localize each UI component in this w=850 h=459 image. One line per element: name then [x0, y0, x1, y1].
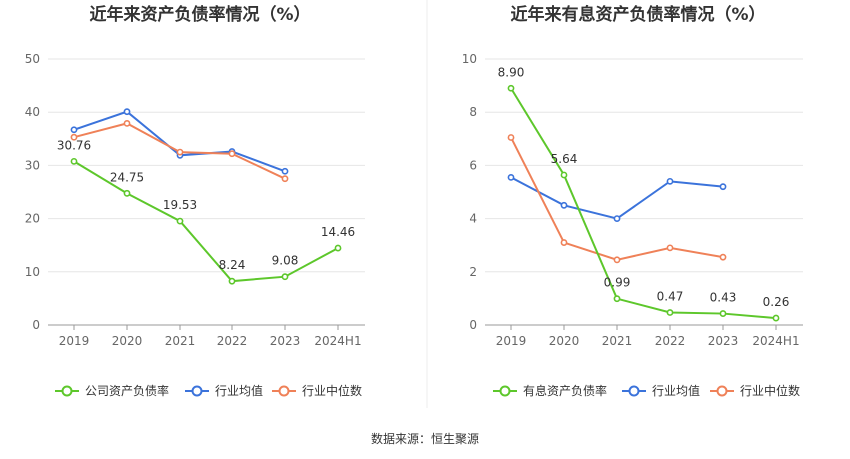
- legend-marker: [499, 385, 511, 397]
- y-tick-label: 0: [469, 318, 477, 332]
- legend-label: 行业均值: [215, 383, 263, 398]
- x-tick-label: 2020: [112, 334, 143, 348]
- data-point: [228, 277, 236, 285]
- data-label: 0.47: [657, 289, 684, 303]
- x-tick-label: 2024H1: [752, 334, 799, 348]
- data-point: [613, 215, 621, 222]
- legend-item[interactable]: 行业均值: [622, 383, 700, 398]
- series-line: [73, 160, 339, 283]
- data-point: [334, 244, 342, 252]
- data-label: 5.64: [551, 152, 578, 166]
- data-point: [772, 314, 780, 322]
- data-label: 30.76: [57, 138, 91, 152]
- y-tick-label: 2: [469, 265, 477, 279]
- data-label: 24.75: [110, 170, 144, 184]
- data-point: [507, 173, 515, 181]
- x-tick-label: 2024H1: [314, 334, 361, 348]
- data-point: [70, 157, 78, 165]
- data-label: 14.46: [321, 225, 355, 239]
- data-point: [123, 119, 131, 127]
- data-label: 19.53: [163, 198, 197, 212]
- data-source: 数据来源：恒生聚源: [371, 431, 479, 446]
- x-tick-label: 2023: [270, 334, 301, 348]
- data-label: 0.99: [604, 276, 631, 290]
- legend-label: 行业均值: [652, 383, 700, 398]
- y-tick-label: 8: [469, 105, 477, 119]
- x-tick-label: 2021: [165, 334, 196, 348]
- data-point: [560, 201, 568, 209]
- data-point: [666, 309, 674, 316]
- y-tick-label: 20: [25, 212, 40, 226]
- series-line: [73, 110, 286, 173]
- data-point: [176, 148, 184, 156]
- y-tick-label: 6: [469, 158, 477, 172]
- series-line: [510, 176, 724, 220]
- data-point: [719, 310, 727, 317]
- y-tick-label: 30: [25, 158, 40, 172]
- x-tick-label: 2022: [217, 334, 248, 348]
- legend-marker: [716, 385, 728, 397]
- data-point: [123, 189, 131, 197]
- data-point: [176, 217, 184, 225]
- legend-marker: [191, 385, 203, 397]
- data-point: [666, 177, 674, 185]
- data-point: [507, 134, 515, 141]
- data-point: [228, 150, 236, 158]
- y-tick-label: 10: [25, 265, 40, 279]
- y-tick-label: 10: [462, 52, 477, 66]
- legend-item[interactable]: 行业中位数: [272, 383, 362, 398]
- legend-label: 行业中位数: [302, 383, 362, 398]
- legend-item[interactable]: 行业均值: [185, 383, 263, 398]
- y-tick-label: 40: [25, 105, 40, 119]
- legend-label: 有息资产负债率: [523, 383, 607, 398]
- data-point: [70, 126, 78, 134]
- chart-title: 近年来有息资产负债率情况（%）: [510, 4, 765, 25]
- data-point: [613, 295, 621, 303]
- data-point: [507, 84, 515, 92]
- chart-left: 近年来资产负债率情况（%） 0 10 20 30 40 50 2019 2020 2021 2022…: [25, 4, 365, 398]
- legend-item[interactable]: 行业中位数: [710, 383, 800, 398]
- legend-marker: [278, 385, 290, 397]
- x-tick-label: 2022: [655, 334, 686, 348]
- data-point: [560, 171, 568, 179]
- y-tick-label: 50: [25, 52, 40, 66]
- data-point: [719, 183, 727, 191]
- legend-label: 行业中位数: [740, 383, 800, 398]
- chart-right: 近年来有息资产负债率情况（%） 0 2 4 6 8 10 2019 2020 2021 2022 20…: [462, 4, 803, 398]
- legend-marker: [628, 385, 640, 397]
- data-label: 9.08: [272, 254, 299, 268]
- data-point: [281, 273, 289, 281]
- data-point: [666, 244, 674, 252]
- x-tick-label: 2019: [59, 334, 90, 348]
- x-tick-label: 2023: [708, 334, 739, 348]
- data-point: [613, 256, 621, 264]
- y-tick-label: 4: [469, 212, 477, 226]
- data-point: [719, 253, 727, 261]
- legend-marker: [61, 385, 73, 397]
- legend-item[interactable]: 有息资产负债率: [493, 383, 607, 398]
- data-point: [281, 175, 289, 183]
- data-label: 8.24: [219, 258, 246, 272]
- x-tick-label: 2021: [602, 334, 633, 348]
- series-line: [510, 137, 724, 261]
- data-label: 0.43: [710, 291, 737, 305]
- chart-title: 近年来资产负债率情况（%）: [89, 4, 310, 25]
- x-tick-label: 2019: [496, 334, 527, 348]
- data-point: [281, 167, 289, 175]
- data-label: 8.90: [498, 65, 525, 79]
- series-line: [510, 87, 777, 320]
- data-point: [560, 239, 568, 246]
- data-point: [70, 133, 78, 141]
- y-tick-label: 0: [32, 318, 40, 332]
- x-tick-label: 2020: [549, 334, 580, 348]
- legend-label: 公司资产负债率: [85, 383, 169, 398]
- data-label: 0.26: [763, 295, 790, 309]
- legend-item[interactable]: 公司资产负债率: [55, 383, 169, 398]
- data-point: [123, 108, 131, 116]
